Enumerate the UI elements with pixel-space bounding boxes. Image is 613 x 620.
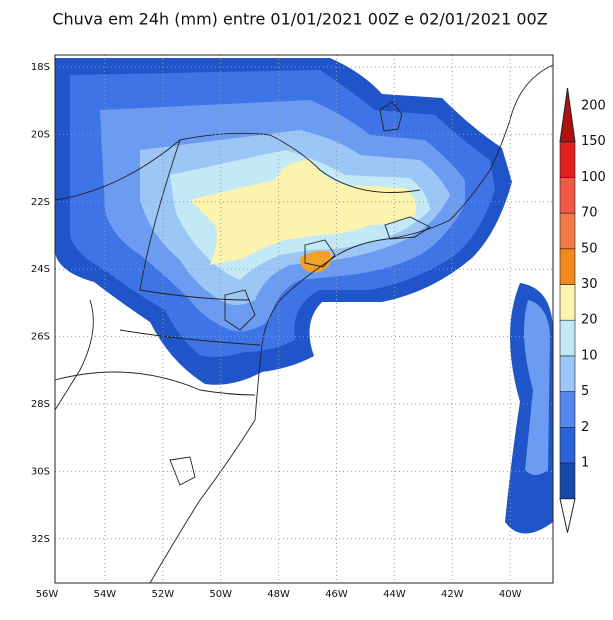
lat-label: 28S (31, 399, 50, 410)
state-borders (54, 132, 421, 411)
colorbar-label: 30 (581, 277, 598, 292)
colorbar-label: 70 (581, 206, 598, 221)
colorbar-label: 50 (581, 241, 598, 256)
colorbar-segment (559, 355, 576, 392)
colorbar-segment (559, 319, 576, 357)
coastline (149, 64, 554, 584)
title: Chuva em 24h (mm) entre 01/01/2021 00Z e… (52, 10, 547, 29)
lon-label: 44W (383, 589, 406, 600)
lat-label: 24S (31, 264, 50, 275)
colorbar-low-triangle (559, 498, 576, 533)
lon-label: 50W (209, 589, 232, 600)
lon-label: 52W (151, 589, 174, 600)
colorbar-label: 5 (581, 384, 589, 399)
rain-30-50 (190, 160, 417, 265)
lat-label: 18S (31, 62, 50, 73)
colorbar-label: 20 (581, 313, 598, 328)
colorbar-segment (559, 284, 576, 321)
colorbar-label: 2 (581, 420, 589, 435)
colorbar-segment (559, 248, 576, 285)
colorbar-segment (559, 212, 576, 250)
lon-label: 42W (441, 589, 464, 600)
map-frame (54, 54, 554, 584)
colorbar-label: 100 (581, 170, 606, 185)
rain-right-inner (524, 300, 550, 475)
city-outlines (169, 101, 431, 486)
lat-label: 20S (31, 129, 50, 140)
lat-label: 32S (31, 534, 50, 545)
colorbar-label: 200 (581, 99, 606, 114)
colorbar-label: 1 (581, 456, 589, 471)
colorbar-segment (559, 177, 576, 214)
colorbar-segment (559, 426, 576, 464)
colorbar-label: 10 (581, 348, 598, 363)
colorbar-segment (559, 462, 576, 500)
lon-label: 54W (94, 589, 117, 600)
colorbar-segment (559, 141, 576, 178)
lon-label: 46W (325, 589, 348, 600)
colorbar-high-triangle (559, 87, 576, 143)
map (54, 54, 554, 584)
colorbar-segment (559, 391, 576, 428)
lon-label: 56W (36, 589, 59, 600)
lat-label: 22S (31, 197, 50, 208)
lat-label: 26S (31, 332, 50, 343)
colorbar-label: 150 (581, 134, 606, 149)
lon-label: 48W (267, 589, 290, 600)
lon-label: 40W (499, 589, 522, 600)
lat-label: 30S (31, 466, 50, 477)
